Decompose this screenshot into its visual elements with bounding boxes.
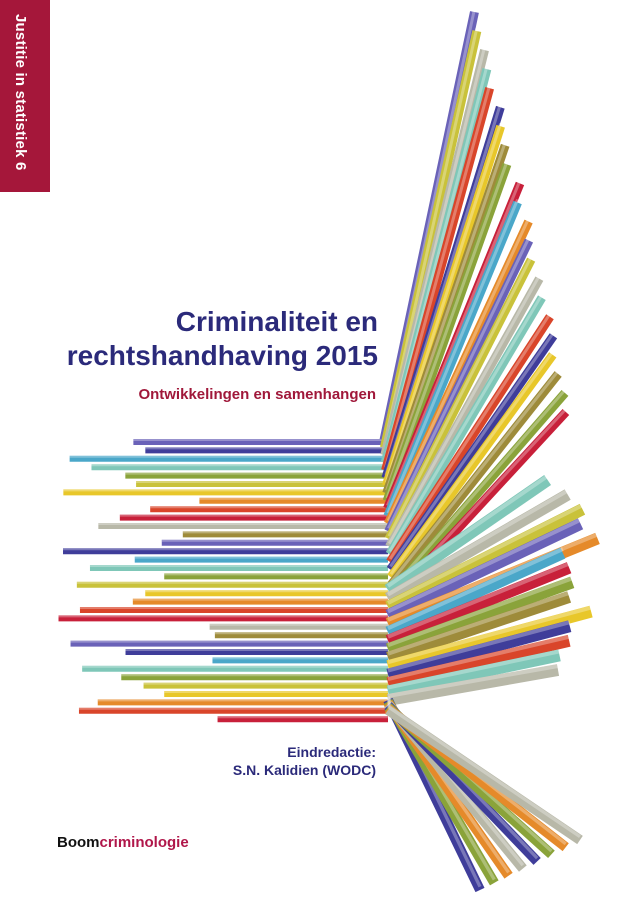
art-bar-highlight [387, 255, 533, 537]
art-bar [386, 664, 560, 706]
art-bar-highlight [387, 634, 570, 682]
logo-part-2: criminologie [99, 834, 189, 851]
title-line-1: Criminaliteit en [175, 306, 378, 337]
art-bar-highlight [390, 369, 560, 583]
art-bar-highlight [387, 518, 582, 614]
art-bar [385, 705, 583, 845]
art-bar [386, 620, 572, 681]
art-bar [385, 518, 584, 621]
art-bar-highlight [388, 293, 544, 553]
art-bar-highlight [387, 705, 581, 839]
art-bar-highlight [387, 605, 592, 665]
art-bar-highlight [386, 488, 569, 597]
art-bar-highlight [387, 576, 573, 648]
book-title: Criminaliteit en rechtshandhaving 2015 [67, 305, 378, 373]
art-bar [382, 162, 512, 503]
art-bar-highlight [387, 649, 560, 690]
art-bar-highlight [386, 217, 530, 522]
art-bar [385, 547, 566, 638]
art-bar-highlight [384, 84, 492, 468]
art-bar-highlight [387, 503, 584, 605]
art-bar [384, 257, 536, 542]
art-bar-highlight [387, 236, 531, 530]
art-bar-highlight [388, 312, 552, 560]
art-bar-highlight [385, 141, 507, 491]
art-bar [386, 649, 561, 698]
art-bar-highlight [387, 620, 571, 673]
art-bar [386, 605, 593, 672]
art-bar-highlight [387, 591, 570, 656]
art-bar-highlight [387, 532, 599, 622]
art-bar-highlight [386, 198, 520, 514]
art-bar [385, 276, 544, 549]
art-bar [385, 503, 586, 613]
art-bar-highlight [386, 474, 549, 588]
art-bar [381, 87, 494, 472]
art-bar [388, 390, 569, 596]
editor-block: Eindredactie: S.N. Kalidien (WODC) [233, 743, 376, 779]
art-bar-highlight [382, 27, 479, 445]
art-bar [386, 591, 572, 664]
art-bar [385, 295, 546, 557]
art-bar [386, 634, 571, 689]
art-bar [384, 489, 571, 604]
art-bar-highlight [387, 664, 559, 698]
art-bar [385, 562, 572, 647]
art-bar-highlight [389, 331, 555, 568]
art-bar-highlight [388, 274, 541, 545]
art-bar-highlight [385, 160, 509, 499]
art-bar [383, 200, 522, 518]
art-bar-highlight [384, 122, 503, 484]
art-bar-highlight [386, 179, 522, 507]
editor-name: S.N. Kalidien (WODC) [232, 762, 376, 778]
publisher-logo: Boomcriminologie [57, 834, 189, 851]
series-label: Justitie in statistiek 6 [12, 14, 29, 171]
title-line-2: rechtshandhaving 2015 [66, 340, 378, 371]
art-bar-highlight [389, 350, 555, 576]
series-band: Justitie in statistiek 6 [0, 0, 50, 192]
art-bar [385, 576, 575, 655]
art-bar-highlight [387, 561, 570, 639]
art-bar [387, 371, 562, 588]
editor-label: Eindredactie: [287, 744, 376, 760]
art-bar [386, 333, 558, 573]
art-bar [384, 475, 552, 595]
logo-part-1: Boom [57, 834, 100, 851]
book-subtitle: Ontwikkelingen en samenhangen [138, 386, 376, 403]
art-bar [384, 238, 534, 534]
art-bar-highlight [387, 547, 564, 631]
art-bar [387, 352, 557, 580]
art-bar [386, 314, 554, 565]
art-bar-highlight [390, 388, 567, 591]
